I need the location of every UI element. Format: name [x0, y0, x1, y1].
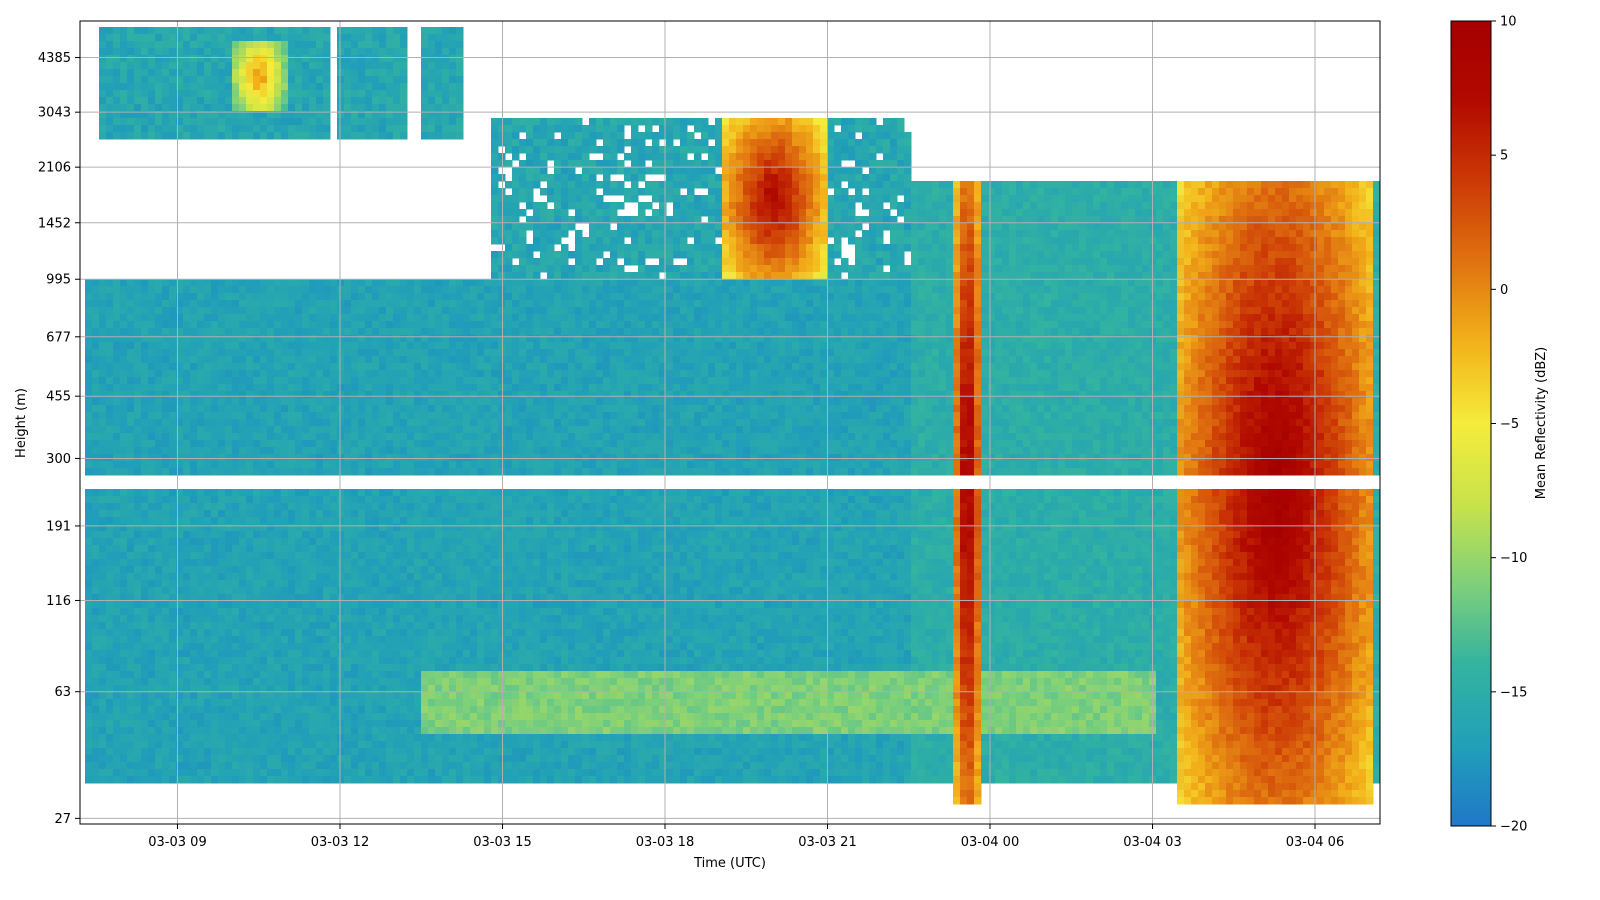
colorbar-tick-label: −5 — [1500, 417, 1519, 432]
x-tick-label: 03-03 09 — [148, 835, 206, 850]
x-tick-label: 03-04 00 — [961, 835, 1019, 850]
y-tick-label: 995 — [46, 273, 71, 288]
y-tick-label: 4385 — [38, 51, 71, 66]
colorbar-label: Mean Reflectivity (dBZ) — [1534, 347, 1549, 500]
x-tick-label: 03-03 12 — [311, 835, 369, 850]
y-tick-label: 27 — [54, 812, 71, 827]
x-tick-label: 03-03 15 — [473, 835, 531, 850]
x-axis-ticks: 03-03 09 03-03 12 03-03 15 03-03 18 03-03 21… — [148, 824, 1344, 850]
y-tick-label: 455 — [46, 390, 71, 405]
x-axis-label: Time (UTC) — [693, 856, 766, 871]
y-tick-label: 1452 — [38, 216, 71, 231]
y-tick-label: 677 — [46, 330, 71, 345]
y-tick-label: 3043 — [38, 106, 71, 121]
y-tick-label: 191 — [46, 519, 71, 534]
colorbar-ticks: 10 5 0 −5 −10 −15 −20 — [1491, 15, 1527, 835]
x-tick-label: 03-04 06 — [1286, 835, 1344, 850]
colorbar-tick-label: 0 — [1500, 283, 1508, 298]
y-tick-label: 2106 — [38, 161, 71, 176]
colorbar — [1450, 20, 1492, 827]
plot-frame — [79, 20, 1381, 825]
y-tick-label: 300 — [46, 452, 71, 467]
colorbar-tick-label: −10 — [1500, 551, 1527, 566]
y-tick-label: 116 — [46, 594, 71, 609]
colorbar-tick-label: 10 — [1500, 15, 1517, 30]
colorbar-tick-label: 5 — [1500, 149, 1508, 164]
y-tick-label: 63 — [54, 685, 71, 700]
x-tick-label: 03-04 03 — [1123, 835, 1181, 850]
colorbar-tick-label: −15 — [1500, 685, 1527, 700]
grid-lines — [80, 21, 1380, 824]
reflectivity-heatmap — [85, 27, 1381, 805]
colorbar-tick-label: −20 — [1500, 820, 1527, 835]
x-tick-label: 03-03 18 — [636, 835, 694, 850]
x-tick-label: 03-03 21 — [798, 835, 856, 850]
y-axis-ticks: 27 63 116 191 300 455 677 995 1452 2106 3043 4385 — [38, 51, 80, 827]
y-axis-label: Height (m) — [14, 388, 29, 458]
